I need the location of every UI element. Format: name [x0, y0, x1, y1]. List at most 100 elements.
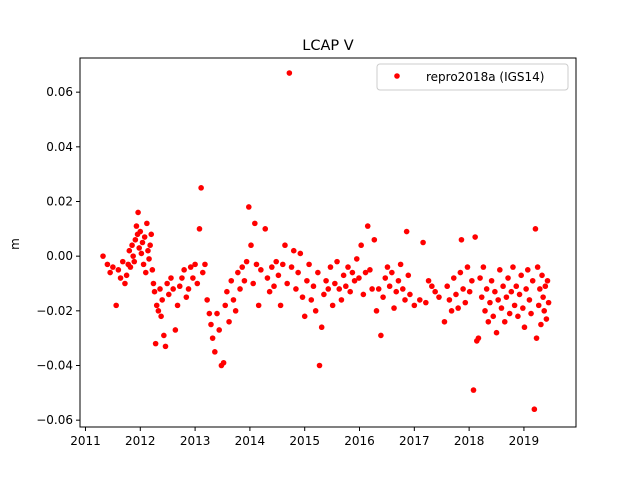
data-point — [362, 269, 369, 276]
scatter-points — [100, 70, 552, 413]
data-point — [545, 299, 552, 306]
data-point — [198, 185, 204, 191]
data-point — [222, 302, 229, 309]
data-point — [520, 305, 526, 311]
data-point — [232, 308, 239, 314]
data-point — [501, 318, 508, 325]
data-point — [508, 288, 515, 295]
data-point — [347, 288, 353, 295]
data-point — [446, 297, 453, 303]
data-point — [417, 297, 423, 303]
data-point — [172, 327, 179, 333]
data-point — [532, 226, 539, 232]
data-point — [373, 308, 380, 314]
data-point — [271, 283, 277, 290]
data-point — [436, 294, 442, 300]
data-point — [293, 286, 299, 292]
data-point — [364, 223, 371, 229]
data-point — [516, 291, 523, 298]
data-point — [241, 277, 248, 284]
data-point — [351, 277, 358, 284]
data-point — [152, 340, 159, 347]
data-point — [353, 256, 360, 262]
data-point — [533, 335, 540, 341]
data-point — [202, 261, 208, 268]
data-point — [497, 267, 503, 273]
data-point — [208, 321, 214, 328]
data-point — [308, 297, 315, 303]
data-point — [475, 335, 482, 341]
data-point — [332, 280, 338, 287]
x-tick-label: 2013 — [180, 434, 211, 448]
data-point — [224, 288, 230, 295]
data-point — [253, 261, 260, 268]
data-point — [518, 272, 524, 279]
data-point — [458, 236, 465, 243]
y-tick-label: 0.02 — [46, 195, 73, 209]
data-point — [258, 267, 264, 273]
data-point — [282, 242, 288, 249]
data-point — [162, 343, 169, 350]
data-point — [380, 294, 386, 300]
data-point — [329, 302, 336, 309]
data-point — [466, 288, 473, 295]
data-point — [485, 318, 492, 325]
data-point — [515, 313, 521, 320]
data-point — [535, 302, 542, 309]
data-point — [524, 267, 531, 273]
data-point — [206, 310, 213, 317]
data-point — [248, 242, 254, 249]
data-point — [141, 234, 148, 240]
data-point — [155, 308, 162, 314]
data-point — [264, 275, 271, 281]
data-point — [262, 226, 269, 232]
data-point — [531, 406, 538, 413]
data-point — [183, 294, 190, 300]
data-point — [275, 272, 282, 279]
data-point — [444, 283, 451, 290]
data-point — [279, 261, 286, 268]
data-point — [176, 283, 183, 290]
x-tick-label: 2017 — [399, 434, 430, 448]
data-point — [161, 332, 167, 339]
data-point — [539, 272, 545, 279]
data-point — [250, 280, 256, 287]
data-point — [204, 297, 210, 303]
data-point — [360, 291, 367, 298]
data-point — [492, 288, 498, 295]
data-point — [464, 264, 471, 270]
data-point — [462, 299, 469, 306]
data-point — [277, 302, 284, 309]
data-point — [157, 286, 163, 292]
data-point — [123, 272, 130, 279]
data-point — [543, 316, 550, 322]
data-point — [425, 277, 432, 284]
data-point — [147, 242, 153, 249]
data-point — [511, 302, 518, 309]
data-point — [243, 258, 250, 265]
plot-area-frame — [79, 57, 577, 428]
data-point — [367, 267, 373, 273]
x-tick-label: 2014 — [235, 434, 266, 448]
data-point — [153, 302, 160, 309]
data-point — [493, 329, 500, 336]
data-point — [528, 310, 534, 317]
data-point — [269, 264, 275, 270]
legend: repro2018a (IGS14) — [376, 63, 569, 91]
data-point — [469, 277, 475, 284]
data-point — [420, 239, 426, 246]
data-point — [239, 264, 246, 270]
y-axis-label: m — [8, 238, 22, 250]
data-point — [540, 294, 546, 300]
data-point — [273, 258, 280, 265]
data-point — [187, 264, 194, 270]
data-point — [375, 286, 382, 292]
data-point — [338, 297, 345, 303]
data-point — [534, 264, 541, 270]
data-point — [129, 242, 135, 249]
data-point — [403, 228, 410, 235]
data-point — [209, 335, 216, 341]
data-point — [327, 264, 334, 270]
x-tick-label: 2019 — [509, 434, 540, 448]
